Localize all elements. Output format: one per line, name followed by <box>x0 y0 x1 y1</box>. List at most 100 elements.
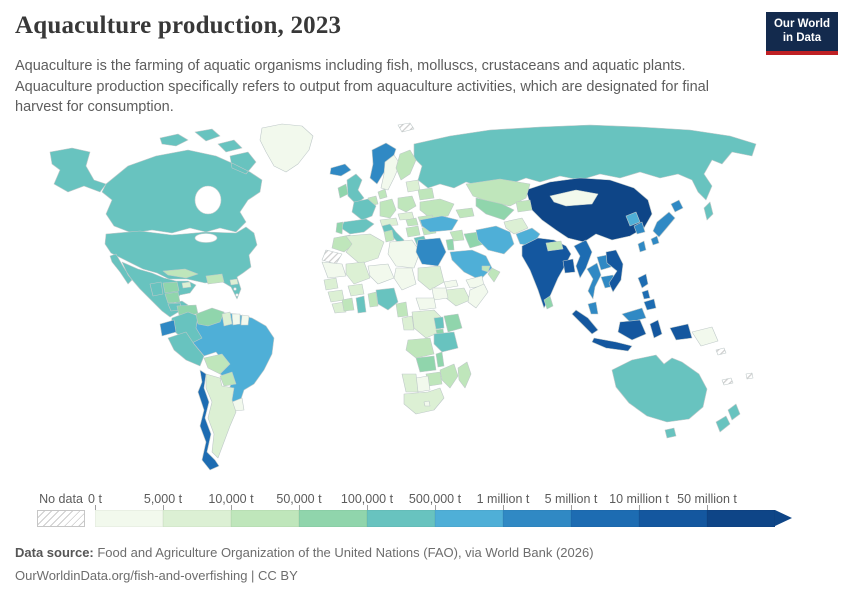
country-senegal[interactable] <box>323 277 339 291</box>
country-uganda[interactable] <box>433 316 445 330</box>
country-kyrgyzstan-tajikistan[interactable] <box>515 199 533 213</box>
country-syria[interactable] <box>449 229 465 242</box>
country-tunisia[interactable] <box>383 229 395 243</box>
country-malawi[interactable] <box>435 351 445 368</box>
country-papua-new-guinea[interactable] <box>691 326 719 347</box>
country-portugal[interactable] <box>335 221 344 235</box>
country-philippines[interactable] <box>637 273 657 311</box>
country-vietnam[interactable] <box>605 249 624 293</box>
country-ghana[interactable] <box>355 295 367 314</box>
country-angola[interactable] <box>405 337 435 359</box>
country-lesotho[interactable] <box>423 400 431 407</box>
legend-bin[interactable] <box>639 510 707 527</box>
country-uzbekistan-turkmenistan[interactable] <box>475 197 515 221</box>
country-mali[interactable] <box>345 261 371 285</box>
country-argentina[interactable] <box>205 373 237 459</box>
country-ethiopia[interactable] <box>445 287 471 307</box>
country-japan[interactable] <box>650 199 684 246</box>
country-denmark[interactable] <box>377 188 388 200</box>
owid-logo[interactable]: Our World in Data <box>765 12 838 55</box>
country-jamaica[interactable] <box>181 281 192 289</box>
country-hispaniola[interactable] <box>205 273 225 285</box>
country-hungary[interactable] <box>405 217 419 227</box>
country-paraguay[interactable] <box>219 371 237 387</box>
country-mongolia[interactable] <box>549 189 599 207</box>
country-suriname[interactable] <box>231 313 241 326</box>
country-austria-switzerland[interactable] <box>379 217 399 227</box>
country-russia[interactable] <box>413 124 757 221</box>
country-madagascar[interactable] <box>457 361 472 389</box>
legend-bin[interactable] <box>95 510 163 527</box>
country-germany[interactable] <box>379 198 397 219</box>
country-south-africa[interactable] <box>403 387 445 415</box>
legend-bin[interactable] <box>707 510 775 527</box>
country-norway[interactable] <box>369 142 397 185</box>
country-somalia[interactable] <box>467 283 489 309</box>
country-libya[interactable] <box>387 239 421 269</box>
legend-bin[interactable] <box>163 510 231 527</box>
country-australia[interactable] <box>611 354 708 439</box>
country-bolivia[interactable] <box>203 353 231 375</box>
legend-bin[interactable] <box>435 510 503 527</box>
country-egypt[interactable] <box>415 237 447 267</box>
footer-citation-link[interactable]: OurWorldinData.org/fish-and-overfishing … <box>15 568 298 584</box>
legend-bin[interactable] <box>571 510 639 527</box>
country-greenland[interactable] <box>259 123 314 173</box>
country-namibia[interactable] <box>401 373 419 393</box>
country-zambia[interactable] <box>415 355 437 373</box>
country-afghanistan[interactable] <box>503 217 529 235</box>
country-sri-lanka[interactable] <box>543 295 554 310</box>
legend-bin[interactable] <box>299 510 367 527</box>
legend-no-data-swatch[interactable] <box>37 510 85 527</box>
country-guinea[interactable] <box>327 289 345 303</box>
country-belarus[interactable] <box>417 187 435 201</box>
legend-bin[interactable] <box>367 510 435 527</box>
country-bangladesh[interactable] <box>562 258 576 274</box>
country-united-kingdom[interactable] <box>346 173 365 205</box>
country-israel-jordan[interactable] <box>445 238 455 251</box>
country-india[interactable] <box>521 237 572 309</box>
country-south-sudan[interactable] <box>431 287 449 301</box>
country-cote-divoire[interactable] <box>341 297 355 312</box>
country-congo-gabon[interactable] <box>401 315 415 331</box>
country-peru[interactable] <box>167 331 205 367</box>
country-mozambique[interactable] <box>439 363 459 389</box>
country-sweden[interactable] <box>380 154 401 191</box>
country-solomon-islands[interactable] <box>715 347 727 356</box>
country-mauritania[interactable] <box>321 261 347 279</box>
country-united-states[interactable] <box>49 147 258 300</box>
country-french-guiana[interactable] <box>240 314 250 326</box>
country-chile[interactable] <box>197 369 220 471</box>
country-france[interactable] <box>351 198 377 221</box>
country-new-caledonia[interactable] <box>721 377 734 386</box>
country-new-zealand[interactable] <box>715 403 741 433</box>
country-poland[interactable] <box>397 195 417 213</box>
country-turkey[interactable] <box>419 215 459 233</box>
country-iceland[interactable] <box>329 163 352 177</box>
country-puerto-rico[interactable] <box>229 278 239 286</box>
country-ecuador[interactable] <box>159 319 177 337</box>
country-fiji[interactable] <box>745 372 754 380</box>
country-caucasus[interactable] <box>455 207 475 219</box>
legend-bin[interactable] <box>231 510 299 527</box>
country-nicaragua[interactable] <box>164 291 181 304</box>
country-burkina-faso[interactable] <box>347 283 365 297</box>
country-finland[interactable] <box>395 149 417 181</box>
country-sudan[interactable] <box>417 265 445 291</box>
country-taiwan[interactable] <box>637 240 647 253</box>
country-togo-benin[interactable] <box>367 291 379 308</box>
country-algeria[interactable] <box>345 233 385 265</box>
country-iran[interactable] <box>475 225 515 255</box>
country-central-african-republic[interactable] <box>415 297 437 311</box>
country-nepal[interactable] <box>545 240 564 252</box>
country-myanmar[interactable] <box>573 239 593 279</box>
country-thailand[interactable] <box>586 262 602 300</box>
country-guatemala[interactable] <box>149 281 164 297</box>
country-oman[interactable] <box>487 267 501 283</box>
country-spain[interactable] <box>340 218 375 235</box>
country-china[interactable] <box>525 177 653 243</box>
country-honduras[interactable] <box>162 281 180 294</box>
country-eritrea[interactable] <box>443 279 459 289</box>
country-canada[interactable] <box>101 128 263 234</box>
country-ukraine[interactable] <box>419 198 455 219</box>
